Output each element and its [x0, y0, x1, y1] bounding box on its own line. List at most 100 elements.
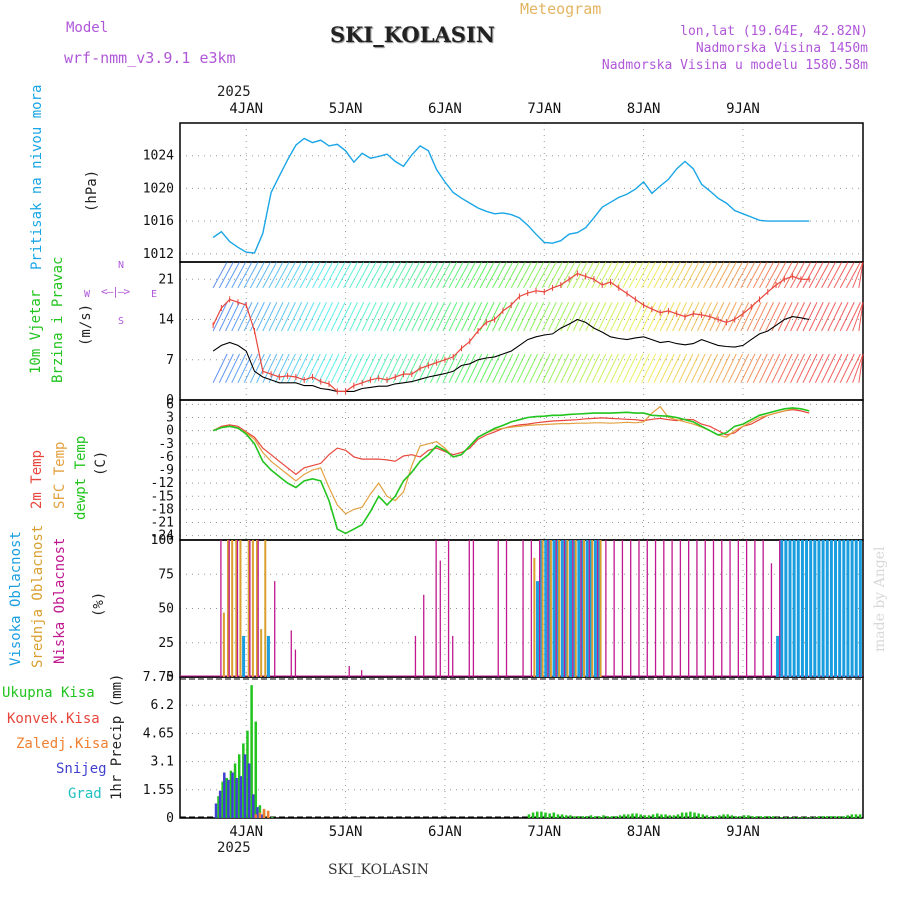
- cloud-low-bar: [572, 540, 574, 677]
- precip-total-bar: [813, 817, 816, 818]
- precip-total-bar: [697, 813, 700, 818]
- wind-mean-line: [212, 316, 810, 392]
- cloud-mid-bar: [260, 629, 263, 677]
- wind-barb: [709, 261, 725, 289]
- precip-total-bar: [225, 777, 229, 818]
- precip-total-bar: [693, 812, 696, 818]
- y-tick-label: -21: [151, 516, 174, 531]
- wind-barb: [659, 353, 675, 383]
- wind-barb: [461, 353, 476, 383]
- precip-total-bar: [614, 816, 618, 818]
- wind-barb: [324, 261, 340, 289]
- precip-total-bar: [556, 814, 560, 818]
- wind-barb: [541, 353, 557, 383]
- wind-barb: [492, 353, 507, 383]
- wind-barb: [479, 261, 495, 289]
- wind-barb: [777, 302, 793, 332]
- wind-barb: [709, 353, 725, 383]
- wind-barb: [411, 261, 427, 289]
- wind-barb: [839, 261, 855, 289]
- precip-total-bar: [548, 813, 551, 818]
- wind-barb: [212, 261, 228, 289]
- precip-total-bar: [610, 816, 613, 818]
- day-label-bottom: 7JAN: [527, 824, 561, 840]
- wind-barb: [367, 261, 383, 289]
- precip-total-bar: [254, 721, 258, 818]
- cloud-mid-bar: [549, 540, 552, 677]
- wind-barb: [665, 261, 681, 289]
- wind-barb: [535, 353, 551, 383]
- wind-barb: [355, 353, 371, 383]
- wind-barb: [821, 353, 837, 383]
- wind-barb: [212, 353, 228, 383]
- wind-barb: [783, 353, 799, 383]
- wind-barb: [690, 353, 706, 383]
- wind-barb: [442, 261, 458, 289]
- precip-total-bar: [751, 816, 754, 818]
- wind-barb: [268, 353, 284, 383]
- wind-barb: [740, 353, 756, 383]
- wind-barb: [616, 261, 632, 289]
- precip-total-bar: [581, 816, 585, 818]
- wind-barb: [696, 353, 712, 383]
- cloud-mid-bar: [558, 540, 561, 677]
- wind-barb: [510, 261, 526, 289]
- panel-frame: [179, 676, 864, 819]
- cloud-low-bar: [712, 540, 715, 677]
- wind-barb: [572, 353, 588, 383]
- precip-total-bar: [829, 816, 833, 818]
- cloud-low-bar: [249, 540, 251, 677]
- wind-barb: [603, 353, 619, 383]
- cloud-low-bar: [439, 560, 441, 677]
- cloud-low-bar: [770, 563, 773, 677]
- precip-snow-bar: [231, 772, 234, 818]
- wind-barb: [852, 261, 864, 289]
- wind-barb: [268, 302, 284, 332]
- precip-total-bar: [233, 763, 237, 818]
- cloud-low-bar: [621, 540, 624, 677]
- y-tick-label: 6.2: [151, 698, 174, 713]
- wind-barb: [585, 261, 601, 289]
- wind-barb: [703, 261, 719, 289]
- wind-barb: [665, 353, 681, 383]
- cloud-low-bar: [274, 581, 276, 677]
- precip-total-bar: [718, 815, 721, 818]
- wind-barb: [249, 261, 265, 289]
- cloud-low-bar: [779, 540, 781, 677]
- precip-freezing-bar: [254, 814, 258, 818]
- wind-barb: [579, 302, 594, 332]
- cloud-high-bar: [569, 540, 573, 677]
- wind-barb: [386, 353, 402, 383]
- cloud-low-bar: [737, 540, 739, 677]
- cloud-high-bar: [792, 540, 796, 677]
- wind-barb: [436, 261, 452, 289]
- wind-barb: [684, 302, 700, 332]
- precip-total-bar: [776, 817, 779, 818]
- day-label-bottom: 5JAN: [329, 824, 363, 840]
- precip-snow-bar: [235, 777, 238, 818]
- wind-barb: [659, 261, 675, 289]
- wind-barb: [380, 353, 396, 383]
- compass-icon: <–|–>: [101, 285, 130, 298]
- cloud-low-bar: [630, 540, 632, 677]
- wind-barb: [796, 353, 812, 383]
- cloud-low-bar: [654, 540, 657, 677]
- precip-total-bar: [660, 814, 663, 818]
- cloud-low-bar: [596, 540, 599, 677]
- cloud-low-bar: [472, 540, 475, 677]
- precip-total-bar: [246, 730, 249, 818]
- wind-legend-s: S: [118, 316, 125, 327]
- wind-barb: [293, 302, 309, 332]
- wind-barb: [529, 353, 545, 383]
- cloud-low-bar: [754, 540, 756, 677]
- precip-total-bar: [846, 815, 849, 818]
- cloud-high-bar: [821, 540, 825, 677]
- wind-barb: [684, 353, 700, 383]
- cloud-high-bar: [796, 540, 800, 677]
- y-tick-label: 0: [166, 670, 174, 685]
- cloud-low-bar: [696, 540, 698, 677]
- cloud-mid-bar: [247, 540, 250, 677]
- wind-barb: [579, 261, 594, 289]
- precip-total-bar: [805, 817, 808, 818]
- precip-total-bar: [788, 817, 791, 818]
